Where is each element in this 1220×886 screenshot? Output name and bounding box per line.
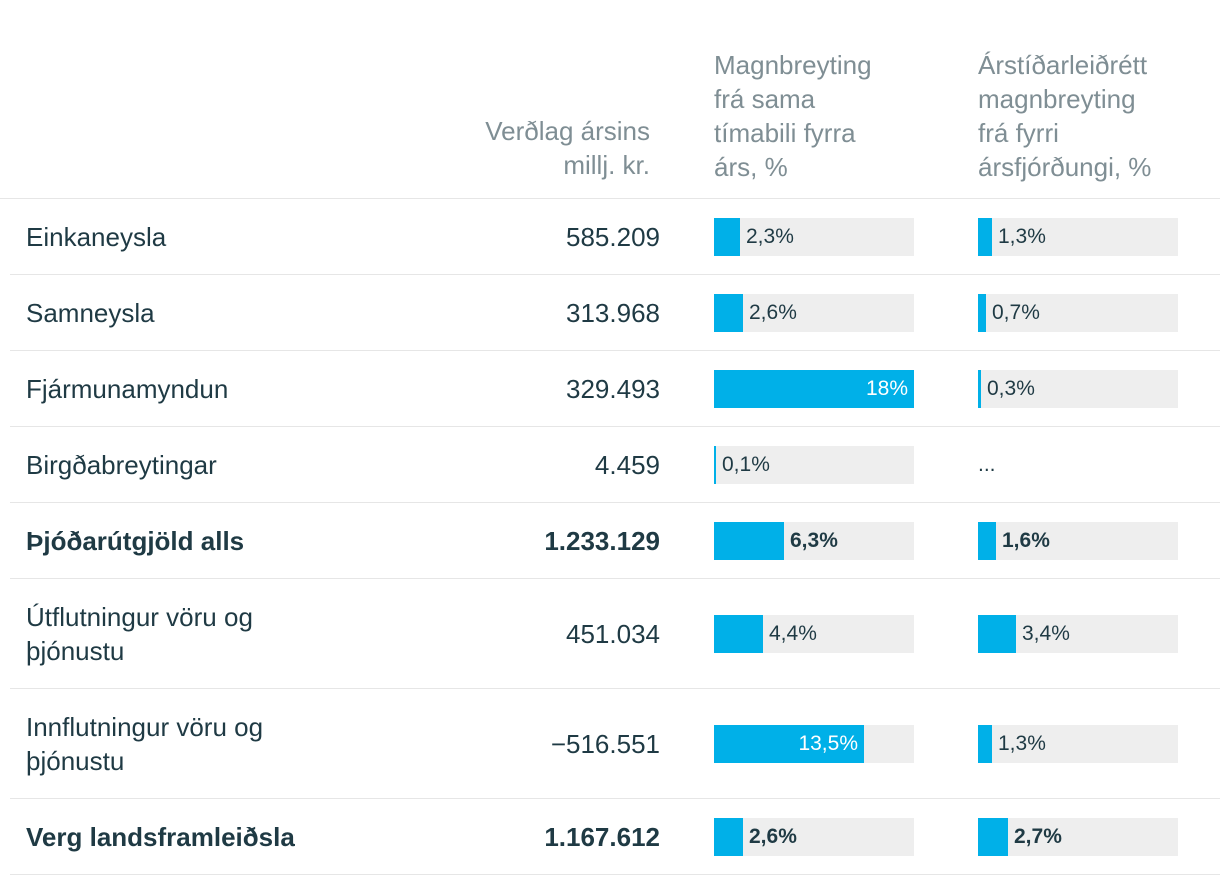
yoy-bar-track: 2,3% — [714, 217, 914, 256]
table-body: Einkaneysla 585.209 2,3% 1,3% Samneysla 313.9… — [0, 199, 1220, 875]
qoq-bar-label: 3,4% — [1022, 621, 1070, 645]
table-row: Samneysla 313.968 2,6% 0,7% — [10, 275, 1220, 351]
qoq-bar — [978, 293, 986, 332]
yoy-bar-label: 18% — [865, 376, 908, 400]
yoy-bar-label: 0,1% — [722, 452, 770, 476]
yoy-bar — [714, 724, 864, 763]
qoq-not-available: ... — [978, 452, 996, 476]
header-value-line: millj. kr. — [563, 150, 650, 180]
row-label: Einkaneysla — [26, 221, 167, 252]
qoq-bar-label: 1,3% — [998, 731, 1046, 755]
qoq-bar-track: 3,4% — [978, 614, 1178, 653]
header-yoy-line: tímabili fyrra — [714, 118, 856, 148]
row-value: 1.167.612 — [544, 821, 660, 852]
yoy-bar-track: 2,6% — [714, 817, 914, 856]
yoy-bar-label: 13,5% — [798, 731, 858, 755]
table-row: Birgðabreytingar 4.459 0,1%... — [10, 427, 1220, 503]
row-value: −516.551 — [550, 728, 660, 759]
row-label: Þjóðarútgjöld alls — [26, 525, 245, 556]
table-row: Þjóðarútgjöld alls 1.233.129 6,3% 1,6% — [10, 503, 1220, 579]
yoy-bar-track: 18% — [714, 369, 914, 408]
header-value-column: Verðlag ársins millj. kr. — [485, 114, 650, 182]
table-row: Útflutningur vöru og þjónustu 451.034 4,4%… — [10, 579, 1220, 689]
row-label: Útflutningur vöru og þjónustu — [26, 601, 253, 666]
row-value: 4.459 — [594, 449, 660, 480]
yoy-bar-track: 2,6% — [714, 293, 914, 332]
header-yoy-line: Magnbreyting — [714, 50, 872, 80]
yoy-bar-label: 4,4% — [769, 621, 817, 645]
yoy-bar — [714, 614, 763, 653]
header-yoy-column: Magnbreyting frá sama tímabili fyrra árs… — [714, 48, 914, 184]
row-label: Birgðabreytingar — [26, 449, 217, 480]
header-qoq-line: Árstíðarleiðrétt — [978, 50, 1148, 80]
qoq-bar — [978, 369, 981, 408]
table-row: Einkaneysla 585.209 2,3% 1,3% — [10, 199, 1220, 275]
yoy-bar-label: 2,6% — [749, 824, 797, 848]
yoy-bar — [714, 817, 743, 856]
row-value: 451.034 — [566, 618, 660, 649]
qoq-bar-label: 0,7% — [992, 300, 1040, 324]
row-label: Samneysla — [26, 297, 155, 328]
yoy-bar — [714, 445, 716, 484]
qoq-bar-label: 0,3% — [987, 376, 1035, 400]
table-row: Innflutningur vöru og þjónustu −516.551 13… — [10, 689, 1220, 799]
yoy-bar-track: 13,5% — [714, 724, 914, 763]
qoq-bar-track: 0,3% — [978, 369, 1178, 408]
qoq-bar-track: 1,3% — [978, 724, 1178, 763]
row-label: Fjármunamyndun — [26, 373, 229, 404]
row-value: 585.209 — [566, 221, 660, 252]
qoq-bar — [978, 724, 992, 763]
table-row: Fjármunamyndun 329.493 18% 0,3% — [10, 351, 1220, 427]
header-qoq-line: frá fyrri — [978, 118, 1059, 148]
yoy-bar-track: 6,3% — [714, 521, 914, 560]
yoy-bar — [714, 217, 740, 256]
header-qoq-line: ársfjórðungi, % — [978, 152, 1152, 182]
qoq-bar-label: 1,6% — [1002, 528, 1050, 552]
table-row: Verg landsframleiðsla 1.167.612 2,6% 2,7% — [10, 799, 1220, 875]
qoq-bar — [978, 521, 996, 560]
header-value-line: Verðlag ársins — [485, 116, 650, 146]
table-header: Verðlag ársins millj. kr. Magnbreyting f… — [0, 0, 1220, 199]
qoq-bar-track: 1,6% — [978, 521, 1178, 560]
row-value: 313.968 — [566, 297, 660, 328]
header-qoq-line: magnbreyting — [978, 84, 1136, 114]
yoy-bar-track: 0,1% — [714, 445, 914, 484]
yoy-bar — [714, 521, 784, 560]
header-yoy-line: frá sama — [714, 84, 816, 114]
qoq-bar-track: 1,3% — [978, 217, 1178, 256]
row-value: 329.493 — [566, 373, 660, 404]
qoq-bar-label: 2,7% — [1014, 824, 1062, 848]
qoq-bar — [978, 817, 1008, 856]
yoy-bar-label: 2,6% — [749, 300, 797, 324]
row-label: Verg landsframleiðsla — [26, 821, 295, 852]
yoy-bar-label: 6,3% — [790, 528, 838, 552]
yoy-bar-label: 2,3% — [746, 224, 794, 248]
qoq-bar-label: 1,3% — [998, 224, 1046, 248]
qoq-bar-track: 0,7% — [978, 293, 1178, 332]
yoy-bar-track: 4,4% — [714, 614, 914, 653]
yoy-bar — [714, 369, 914, 408]
row-value: 1.233.129 — [544, 525, 660, 556]
qoq-bar — [978, 614, 1016, 653]
qoq-bar — [978, 217, 992, 256]
header-yoy-line: árs, % — [714, 152, 788, 182]
qoq-bar-track: 2,7% — [978, 817, 1178, 856]
yoy-bar — [714, 293, 743, 332]
header-qoq-column: Árstíðarleiðrétt magnbreyting frá fyrri … — [978, 48, 1198, 184]
row-label: Innflutningur vöru og þjónustu — [26, 711, 264, 776]
